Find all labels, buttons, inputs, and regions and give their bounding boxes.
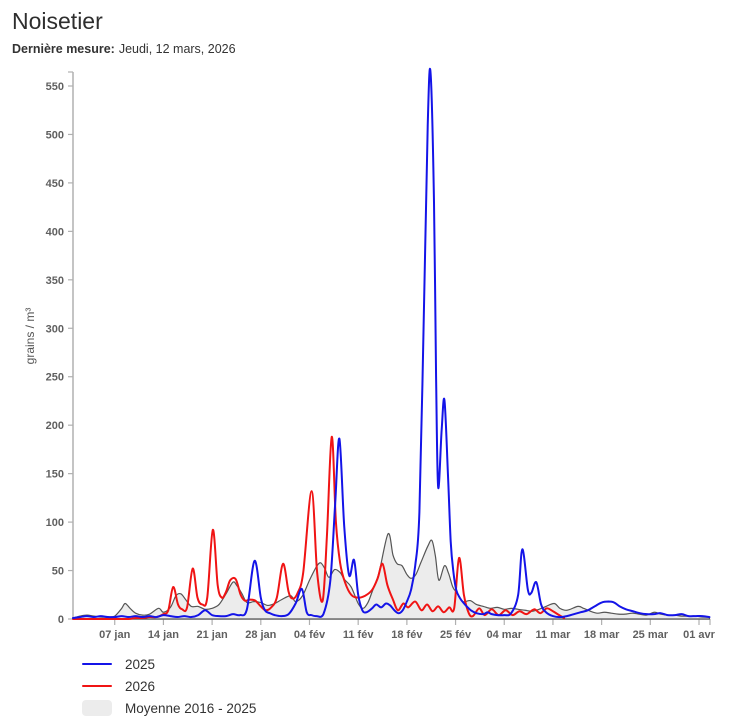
y-tick-label: 50 [52,566,64,578]
x-tick-label: 21 jan [197,629,228,641]
legend-label-moyenne: Moyenne 2016 - 2025 [125,700,257,716]
y-tick-label: 100 [46,517,64,529]
legend-item-2025[interactable]: 2025 [82,653,724,675]
y-tick-label: 300 [46,323,64,335]
series-moyenne-area [72,532,711,620]
legend-item-2026[interactable]: 2026 [82,675,724,697]
x-tick-label: 11 mar [536,629,572,641]
series-2025-line [72,67,711,620]
pollen-chart[interactable]: 0 50 100 150 200 250 300 350 400 450 500 550 07 jan 1… [12,61,736,649]
legend-label-2025: 2025 [125,656,156,672]
x-tick-label: 18 fév [391,629,423,641]
y-tick-label: 400 [46,226,64,238]
legend-swatch-moyenne [82,700,112,716]
axes: 0 50 100 150 200 250 300 350 400 450 500 550 07 jan 1… [23,71,716,641]
series-2026-line [72,435,566,620]
chart-legend: 2025 2026 Moyenne 2016 - 2025 [82,653,724,719]
legend-item-moyenne[interactable]: Moyenne 2016 - 2025 [82,697,724,719]
legend-swatch-2025 [82,662,112,666]
x-tick-label: 28 jan [245,629,276,641]
last-measure-label: Dernière mesure: [12,42,115,56]
y-tick-label: 350 [46,275,64,287]
y-tick-label: 150 [46,469,64,481]
x-tick-label: 14 jan [148,629,179,641]
y-axis-title: grains / m³ [23,308,37,365]
x-tick-label: 04 mar [487,629,523,641]
y-tick-label: 500 [46,129,64,141]
x-tick-label: 25 mar [633,629,669,641]
x-tick-label: 07 jan [99,629,130,641]
last-measure-subtitle: Dernière mesure: Jeudi, 12 mars, 2026 [12,41,724,58]
y-tick-label: 550 [46,81,64,93]
x-tick-label: 01 avr [683,629,716,641]
y-tick-label: 450 [46,178,64,190]
y-tick-label: 250 [46,372,64,384]
legend-swatch-2026 [82,684,112,688]
legend-label-2026: 2026 [125,678,156,694]
x-tick-label: 04 fév [294,629,326,641]
x-tick-label: 18 mar [584,629,620,641]
last-measure-value: Jeudi, 12 mars, 2026 [118,42,236,56]
y-tick-label: 0 [58,614,64,626]
x-tick-label: 11 fév [343,629,374,641]
y-tick-label: 200 [46,420,64,432]
x-tick-label: 25 fév [440,629,472,641]
page-title: Noisetier [12,8,103,34]
